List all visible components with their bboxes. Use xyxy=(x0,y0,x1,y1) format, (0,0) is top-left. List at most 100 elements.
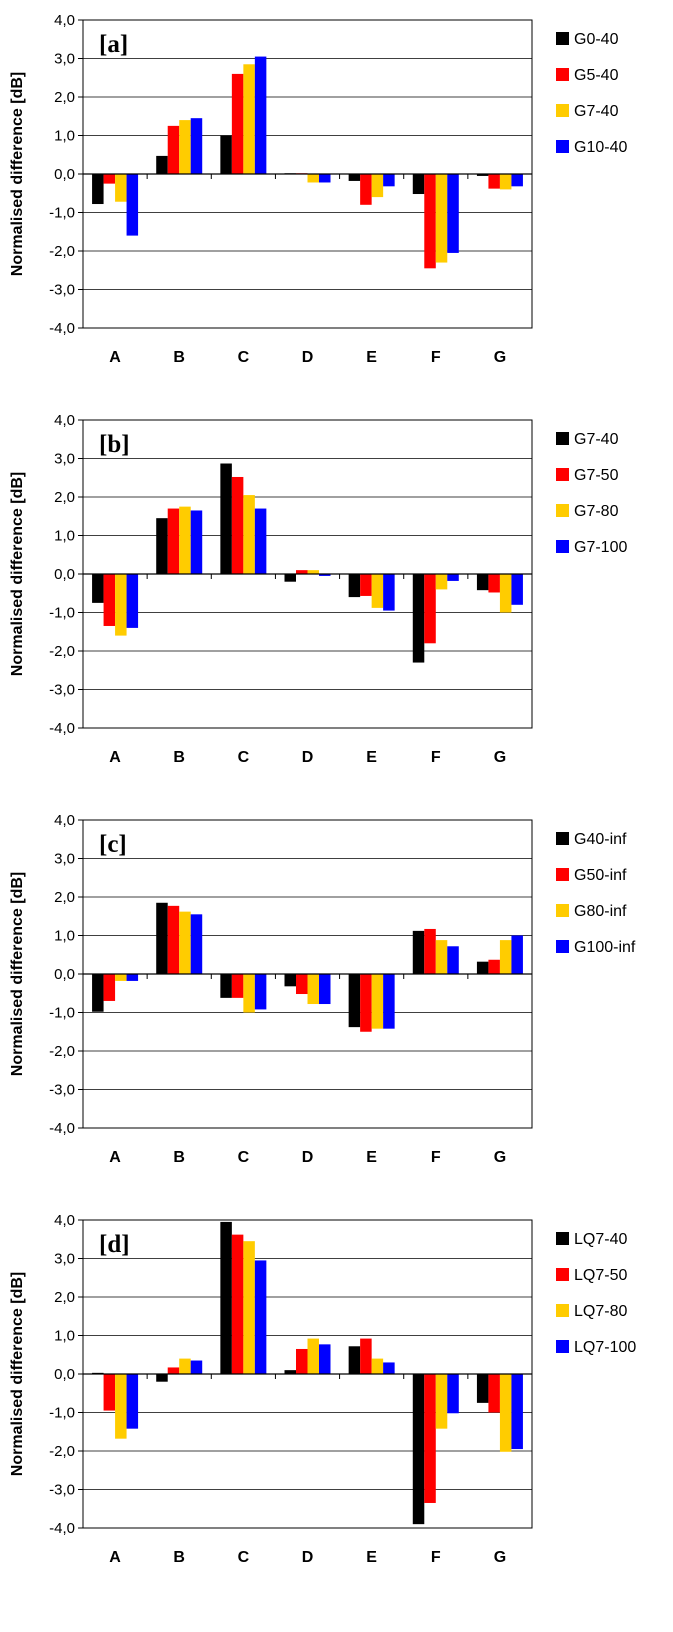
category-label: E xyxy=(366,1549,377,1566)
bar-LQ7-100-F xyxy=(447,1374,459,1414)
bar-G40-inf-G xyxy=(476,961,489,974)
legend-entry: G10-40 xyxy=(574,139,627,156)
legend-entry: G7-40 xyxy=(574,103,619,120)
y-tick-label: -3,0 xyxy=(49,682,75,699)
bar-G7-40-F xyxy=(435,174,448,263)
category-label: D xyxy=(302,349,314,366)
bar-LQ7-40-G xyxy=(476,1374,489,1403)
bar-G7-40-B xyxy=(156,518,168,574)
y-tick-label: 0,0 xyxy=(54,966,75,983)
legend-entry: LQ7-100 xyxy=(574,1339,636,1356)
bar-G50-inf-E xyxy=(360,974,372,1032)
chart-panel-d: 4,0 3,0 2,0 1,0 0,0 -1,0 -2,0 -3,0 -4,0 A B C D E F G [d… xyxy=(9,1212,636,1566)
category-label: C xyxy=(238,1549,250,1566)
legend-swatch-G50-inf xyxy=(556,868,569,881)
bar-G7-80-B xyxy=(179,506,191,574)
bar-G40-inf-F xyxy=(412,930,425,974)
bar-G7-40-F xyxy=(412,574,425,663)
panel-label: [a] xyxy=(99,31,128,58)
bar-LQ7-50-C xyxy=(231,1234,244,1374)
category-label: F xyxy=(431,349,441,366)
bar-G100-inf-A xyxy=(126,974,139,981)
bar-LQ7-50-D xyxy=(296,1348,308,1374)
bar-G7-100-D xyxy=(319,574,331,576)
bar-G7-40-C xyxy=(243,64,255,174)
y-axis-label: Normalised difference [dB] xyxy=(9,472,26,676)
y-tick-label: 1,0 xyxy=(54,528,75,545)
legend-swatch-LQ7-50 xyxy=(556,1268,569,1281)
legend-swatch-G5-40 xyxy=(556,68,569,81)
bar-G100-inf-B xyxy=(190,914,203,974)
bar-G80-inf-F xyxy=(435,940,448,974)
legend-entry: G7-50 xyxy=(574,467,619,484)
bar-G0-40-A xyxy=(92,174,104,205)
bar-LQ7-80-B xyxy=(179,1358,191,1374)
y-tick-label: 1,0 xyxy=(54,128,75,145)
bar-G7-40-G xyxy=(499,174,512,190)
category-label: D xyxy=(302,1149,314,1166)
bar-G50-inf-G xyxy=(488,959,500,974)
bar-G7-80-C xyxy=(243,495,255,574)
category-label: A xyxy=(109,749,121,766)
bar-LQ7-100-G xyxy=(511,1374,523,1450)
bar-G0-40-B xyxy=(156,155,168,174)
legend-swatch-LQ7-40 xyxy=(556,1232,569,1245)
bar-G7-80-E xyxy=(371,574,384,608)
y-tick-label: -1,0 xyxy=(49,605,75,622)
bar-G7-80-A xyxy=(115,574,127,636)
bar-LQ7-50-G xyxy=(488,1374,500,1413)
category-label: G xyxy=(494,1149,506,1166)
bar-G7-50-A xyxy=(103,574,116,626)
bar-G7-50-D xyxy=(296,570,308,574)
bar-G80-inf-D xyxy=(307,974,319,1005)
y-tick-label: 2,0 xyxy=(54,889,75,906)
bar-LQ7-80-F xyxy=(435,1374,448,1429)
y-tick-label: 0,0 xyxy=(54,166,75,183)
bar-G7-100-E xyxy=(383,574,395,611)
bar-G5-40-F xyxy=(424,174,436,269)
bar-LQ7-80-C xyxy=(243,1241,255,1374)
bar-LQ7-40-F xyxy=(412,1374,425,1525)
legend-entry: G0-40 xyxy=(574,31,619,48)
bar-LQ7-100-A xyxy=(126,1374,139,1429)
bar-G7-40-G xyxy=(476,574,489,591)
bar-LQ7-50-A xyxy=(103,1374,116,1411)
y-tick-label: -1,0 xyxy=(49,1405,75,1422)
legend-entry: LQ7-50 xyxy=(574,1267,627,1284)
legend-swatch-G80-inf xyxy=(556,904,569,917)
y-tick-label: -3,0 xyxy=(49,1082,75,1099)
y-tick-label: 2,0 xyxy=(54,489,75,506)
y-tick-label: 3,0 xyxy=(54,51,75,68)
bar-LQ7-50-E xyxy=(360,1338,372,1374)
y-tick-label: 4,0 xyxy=(54,812,75,829)
bar-LQ7-80-D xyxy=(307,1338,319,1374)
y-tick-label: -2,0 xyxy=(49,643,75,660)
bar-G7-50-G xyxy=(488,574,500,593)
bar-LQ7-80-E xyxy=(371,1358,384,1374)
bar-G10-40-A xyxy=(126,174,139,236)
bar-G5-40-E xyxy=(360,174,372,205)
y-tick-label: 3,0 xyxy=(54,451,75,468)
legend-entry: G5-40 xyxy=(574,67,619,84)
bar-G40-inf-A xyxy=(92,974,104,1012)
y-tick-label: -1,0 xyxy=(49,205,75,222)
bar-G0-40-G xyxy=(476,174,489,176)
bar-G80-inf-E xyxy=(371,974,384,1029)
bar-LQ7-40-B xyxy=(156,1374,168,1382)
legend-swatch-G7-40 xyxy=(556,104,569,117)
bar-G5-40-G xyxy=(488,174,500,189)
y-tick-label: -3,0 xyxy=(49,282,75,299)
legend-swatch-G10-40 xyxy=(556,140,569,153)
bar-G40-inf-D xyxy=(284,974,296,987)
legend-swatch-G0-40 xyxy=(556,32,569,45)
legend-swatch-G100-inf xyxy=(556,940,569,953)
bar-G7-40-A xyxy=(115,174,127,202)
bar-G80-inf-B xyxy=(179,911,191,974)
category-label: E xyxy=(366,749,377,766)
category-label: A xyxy=(109,349,121,366)
y-tick-label: 4,0 xyxy=(54,1212,75,1229)
legend-swatch-G7-50 xyxy=(556,468,569,481)
bar-G10-40-F xyxy=(447,174,459,253)
chart-panel-b: 4,0 3,0 2,0 1,0 0,0 -1,0 -2,0 -3,0 -4,0 A B C D E F G [b… xyxy=(9,412,627,766)
category-label: B xyxy=(173,749,185,766)
